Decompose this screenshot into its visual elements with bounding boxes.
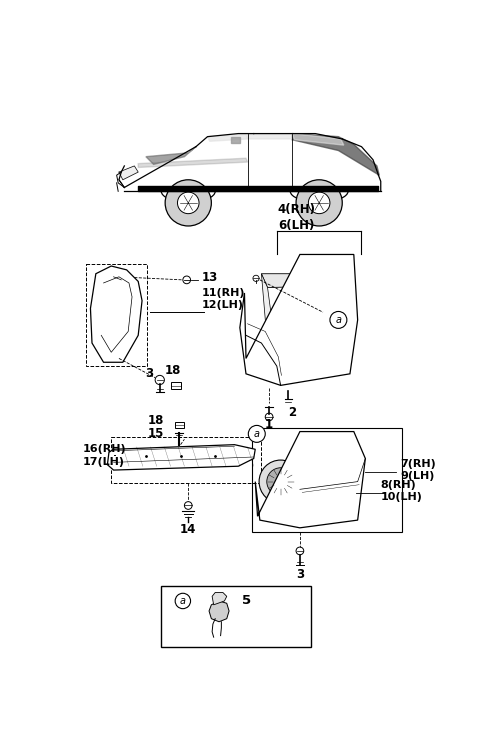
Bar [111,437,262,483]
Text: 13: 13 [202,271,218,284]
Polygon shape [212,593,227,605]
Circle shape [324,348,329,353]
Circle shape [178,192,199,213]
Polygon shape [292,133,344,145]
Bar [171,382,180,389]
Circle shape [330,311,347,328]
Text: 4(RH)
6(LH): 4(RH) 6(LH) [277,203,315,232]
Polygon shape [108,445,255,470]
Text: 3: 3 [145,368,154,380]
Circle shape [259,460,302,503]
Text: 2: 2 [288,406,296,419]
Text: a: a [180,596,186,606]
Text: a: a [336,315,341,325]
Polygon shape [262,273,281,385]
Bar [339,490,345,499]
Text: 1: 1 [265,418,273,431]
Text: 7(RH)
9(LH): 7(RH) 9(LH) [400,459,436,481]
Polygon shape [209,601,229,622]
Text: 18: 18 [165,365,181,377]
Polygon shape [138,159,248,167]
Text: 8(RH)
10(LH): 8(RH) 10(LH) [381,479,422,502]
Text: 16(RH)
17(LH): 16(RH) 17(LH) [83,445,126,467]
Text: a: a [254,429,260,439]
Text: 14: 14 [180,523,196,536]
Polygon shape [255,431,365,528]
Polygon shape [146,147,196,165]
Text: 11(RH)
12(LH): 11(RH) 12(LH) [202,288,246,310]
Text: 18: 18 [147,413,164,427]
Polygon shape [207,134,248,142]
Polygon shape [119,166,138,180]
Bar [252,428,402,532]
Bar [337,488,356,502]
Text: 5: 5 [242,594,251,608]
Polygon shape [240,254,358,385]
Polygon shape [292,133,379,175]
Circle shape [308,192,330,213]
Bar [86,265,147,366]
Circle shape [296,180,342,226]
Text: 3: 3 [296,568,304,580]
Polygon shape [90,266,142,362]
Circle shape [248,425,265,442]
Circle shape [175,594,191,608]
Circle shape [327,364,332,368]
Circle shape [267,468,295,496]
Bar [175,422,184,428]
Bar [161,585,312,647]
Circle shape [165,180,211,226]
Polygon shape [262,273,352,288]
Circle shape [321,278,325,282]
Text: 15: 15 [147,427,164,439]
Polygon shape [230,136,240,143]
Circle shape [297,274,303,281]
Polygon shape [248,133,292,139]
Bar [106,305,118,322]
